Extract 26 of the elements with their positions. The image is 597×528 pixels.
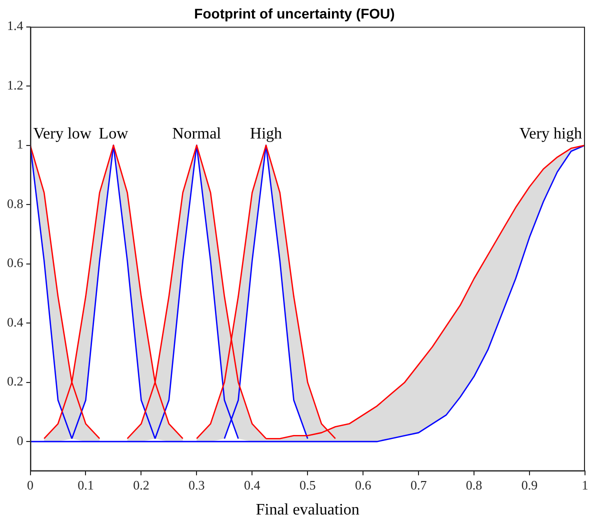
y-tick-label: 0.4 xyxy=(7,314,24,330)
chart-title: Footprint of uncertainty (FOU) xyxy=(194,5,395,22)
x-tick-label: 0.4 xyxy=(244,477,261,492)
y-tick-label: 0.8 xyxy=(7,196,24,211)
y-tick-label: 1.4 xyxy=(7,18,24,34)
x-tick-label: 0.1 xyxy=(78,477,94,492)
x-tick-label: 0 xyxy=(27,477,34,492)
y-tick-label: 1 xyxy=(16,136,24,152)
x-tick-label: 0.3 xyxy=(188,477,205,492)
series-label: Very low xyxy=(33,126,92,143)
series-label: High xyxy=(250,126,282,143)
series-label: Low xyxy=(98,126,129,143)
series-label: Normal xyxy=(172,126,222,143)
x-tick-label: 0.8 xyxy=(466,477,482,492)
series-label: Very high xyxy=(519,126,582,143)
x-tick-label: 0.2 xyxy=(133,477,150,492)
y-tick-label: 0 xyxy=(16,432,24,448)
x-tick-label: 0.6 xyxy=(354,477,372,492)
x-tick-label: 1 xyxy=(582,477,588,492)
y-tick-label: 0.6 xyxy=(7,255,24,270)
y-tick-label: 1.2 xyxy=(7,77,24,92)
y-tick-label: 0.2 xyxy=(7,374,24,389)
x-tick-label: 0.7 xyxy=(410,477,428,492)
x-tick-label: 0.9 xyxy=(521,477,538,492)
x-axis-title: Final evaluation xyxy=(256,502,360,519)
x-tick-label: 0.5 xyxy=(300,477,316,492)
